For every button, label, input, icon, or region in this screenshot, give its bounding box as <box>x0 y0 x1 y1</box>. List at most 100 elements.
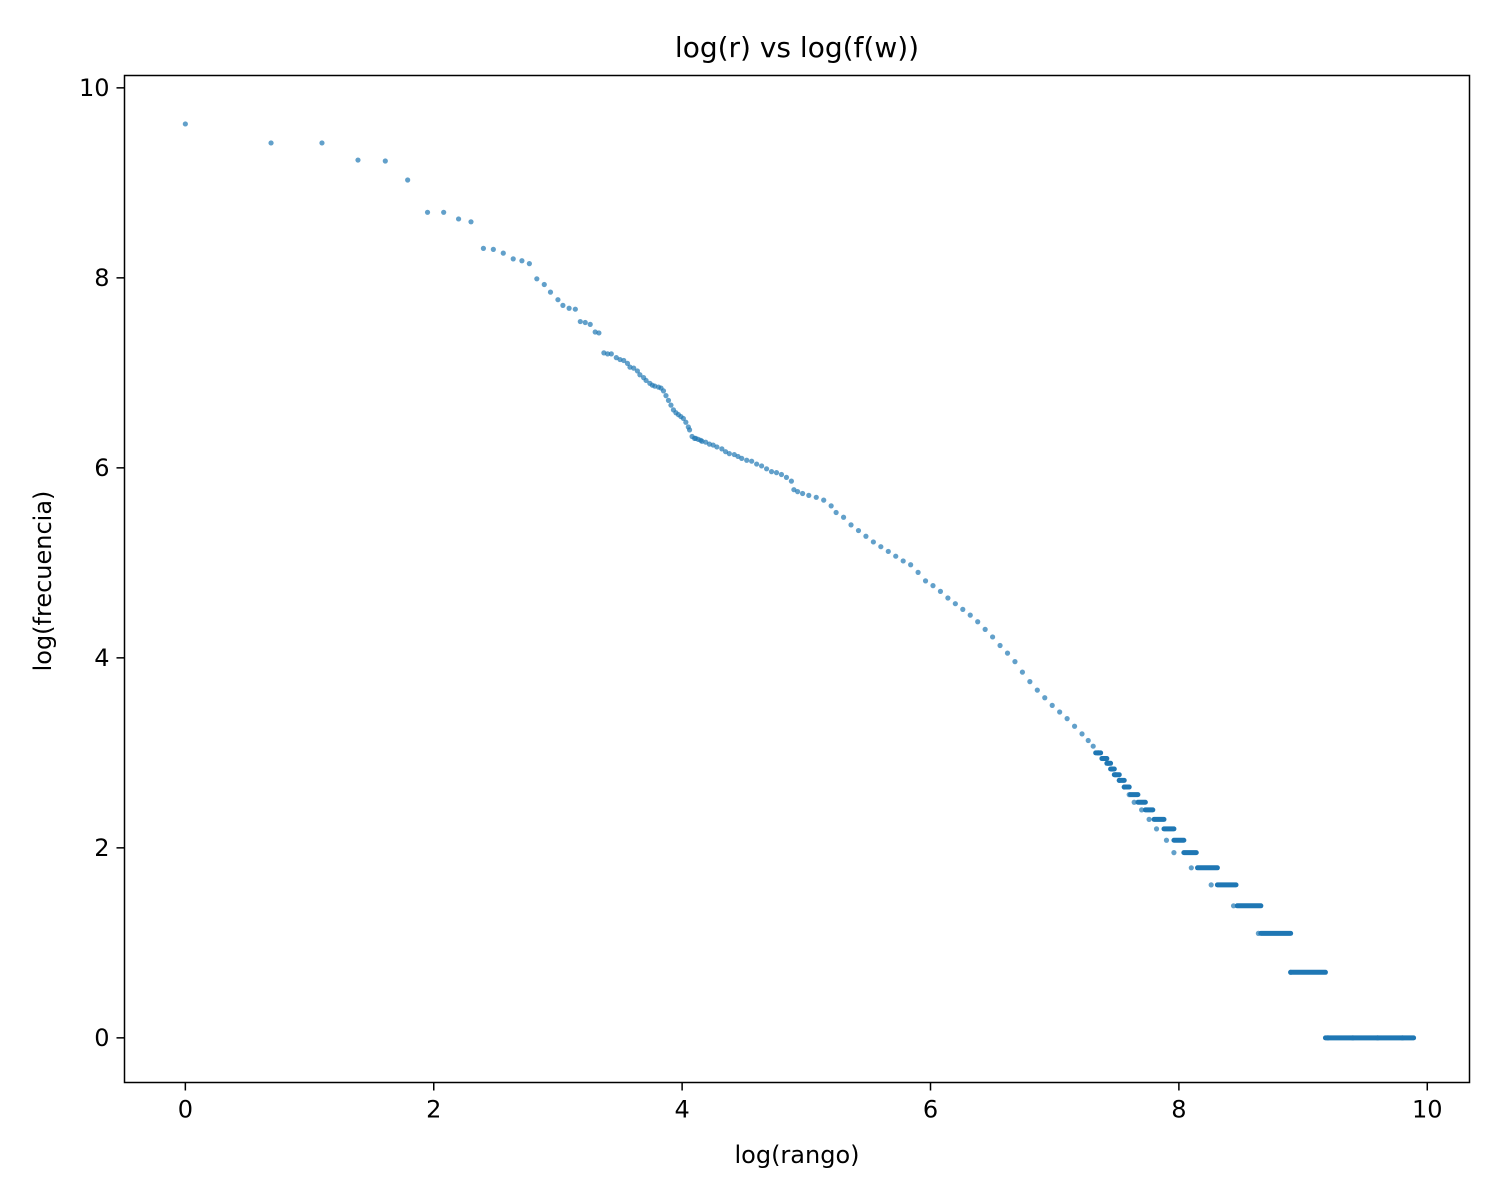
data-point <box>878 544 884 550</box>
data-point <box>1085 737 1091 744</box>
data-point <box>560 302 566 308</box>
data-point <box>500 250 506 256</box>
data-point <box>631 365 637 371</box>
data-point <box>744 457 750 463</box>
data-point <box>778 471 785 478</box>
data-point <box>759 463 765 469</box>
data-point <box>441 209 447 215</box>
data-point <box>382 158 388 164</box>
data-point <box>1126 792 1132 798</box>
x-axis-label: log(rango) <box>734 1141 859 1169</box>
data-point <box>783 474 790 480</box>
data-point <box>490 246 496 252</box>
data-point <box>1112 772 1119 778</box>
data-point <box>1188 865 1194 871</box>
x-tick-label: 2 <box>426 1096 441 1124</box>
data-point <box>637 372 643 378</box>
plot-area <box>182 121 1417 1041</box>
data-point <box>555 297 561 303</box>
y-tick-label: 2 <box>94 834 109 862</box>
data-point <box>547 289 554 295</box>
data-point <box>608 351 614 357</box>
data-point <box>828 503 834 509</box>
data-point <box>1171 850 1177 856</box>
data-point <box>1109 766 1115 772</box>
data-point <box>997 642 1003 649</box>
data-point <box>1090 743 1096 749</box>
data-point <box>821 497 827 503</box>
data-point <box>1042 695 1048 701</box>
data-point <box>1230 903 1237 909</box>
data-point <box>1071 723 1078 729</box>
data-point <box>915 569 921 575</box>
data-point <box>855 527 862 534</box>
data-point <box>768 469 775 475</box>
data-point <box>739 455 745 461</box>
data-point <box>773 470 780 476</box>
x-tick-label: 10 <box>1412 1096 1443 1124</box>
data-point <box>643 377 649 384</box>
data-point <box>1288 969 1294 975</box>
data-point <box>268 140 274 146</box>
data-point <box>1049 702 1055 708</box>
data-point <box>572 306 578 312</box>
y-tick-label: 6 <box>94 454 109 482</box>
data-point <box>624 360 631 366</box>
data-point <box>660 388 667 394</box>
data-point <box>1121 784 1127 790</box>
data-point <box>848 522 854 528</box>
y-axis-label: log(frecuencia) <box>29 491 57 672</box>
data-point <box>468 219 474 225</box>
data-point <box>990 634 996 640</box>
data-point <box>726 451 732 457</box>
data-point <box>587 321 593 327</box>
data-point <box>799 490 806 497</box>
data-point <box>577 318 583 325</box>
data-point <box>534 276 540 282</box>
data-point <box>806 492 812 498</box>
data-point <box>1146 816 1152 822</box>
data-point <box>541 281 547 288</box>
data-point <box>355 157 361 163</box>
x-tick-label: 0 <box>178 1096 193 1124</box>
y-tick-label: 8 <box>94 264 109 292</box>
data-point <box>621 357 627 364</box>
data-point <box>714 444 720 450</box>
data-point <box>1116 777 1122 784</box>
data-point <box>596 330 602 336</box>
data-point <box>680 415 686 422</box>
data-point <box>1095 750 1101 756</box>
data-point <box>795 489 801 495</box>
data-point <box>519 258 525 264</box>
data-point <box>937 588 944 594</box>
data-point <box>1019 669 1026 675</box>
data-point <box>634 368 641 374</box>
data-point <box>582 319 588 326</box>
y-tick-label: 10 <box>79 74 110 102</box>
data-point <box>510 256 516 262</box>
data-point <box>1027 679 1033 685</box>
data-point <box>960 606 966 613</box>
data-point <box>1034 687 1040 693</box>
data-point <box>788 478 795 484</box>
y-tick-label: 4 <box>94 644 109 672</box>
data-point <box>182 121 188 127</box>
data-point <box>833 509 839 516</box>
data-point <box>870 539 876 545</box>
data-point <box>1012 659 1018 665</box>
data-point <box>719 446 725 452</box>
data-point <box>763 466 770 472</box>
data-point <box>1064 716 1070 722</box>
data-point <box>1374 1035 1381 1041</box>
data-point <box>945 595 951 601</box>
data-point <box>749 458 755 464</box>
data-point <box>893 553 899 559</box>
plot-frame <box>123 74 1471 1084</box>
data-point <box>455 216 462 222</box>
data-point <box>813 494 819 500</box>
data-point <box>982 626 988 632</box>
data-point <box>1163 837 1170 843</box>
data-point <box>480 245 487 251</box>
data-point <box>840 514 847 520</box>
data-point <box>930 583 936 589</box>
